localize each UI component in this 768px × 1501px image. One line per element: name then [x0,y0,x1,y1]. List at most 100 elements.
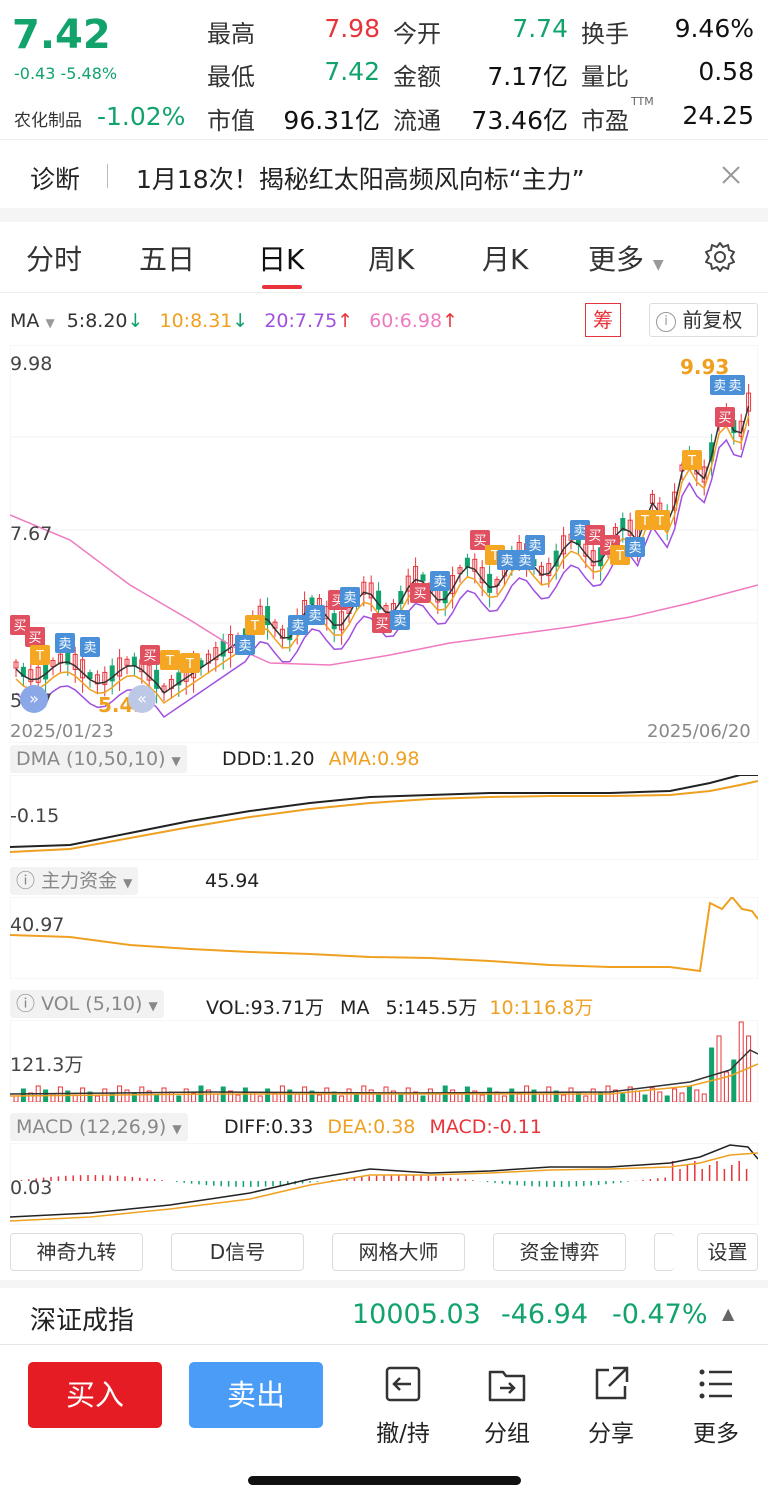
signal-badge-label: T [655,514,664,529]
dma-chart: -0.15 [10,775,758,860]
signal-badge [340,587,360,607]
dma-indicator-selector[interactable]: DMA (10,50,10) ▼ [10,745,187,773]
signal-badge [650,510,670,530]
volume-bar [28,1092,34,1102]
volume-bar [679,1092,685,1102]
candle-body [746,392,752,412]
nav-cancel-hold[interactable]: 撤/持 [363,1362,443,1448]
volume-bar [287,1089,293,1102]
vol-indicator-selector[interactable]: ⓘ VOL (5,10) ▼ [10,990,164,1018]
stat-label: 市值 [207,107,255,135]
dma-axis-label: -0.15 [10,805,60,827]
caret-down-icon: ▼ [172,1122,182,1136]
up-arrow-icon: ↑ [337,310,354,332]
candle-body [405,575,411,592]
volume-bar [205,1089,211,1102]
macd-values: DIFF:0.33 DEA:0.38 MACD:-0.11 [224,1116,542,1138]
volume-bar [294,1093,300,1102]
nav-share[interactable]: 分享 [571,1362,651,1448]
close-icon[interactable] [718,162,744,188]
caret-down-icon: ▼ [171,754,181,768]
down-arrow-icon: ↓ [127,310,144,332]
tab-five-day[interactable]: 五日 [139,243,196,276]
signal-badge-label: 买 [473,534,486,549]
volume-bar [657,1091,663,1102]
candle-body [472,558,478,572]
nav-more[interactable]: 更多 [676,1362,756,1448]
buy-button[interactable]: 买入 [28,1362,162,1428]
stat-value: 7.98 [324,14,380,43]
tab-daily-k[interactable]: 日K [258,243,305,276]
stat-label: 量比 [581,63,629,91]
ma10-value: 10:8.31 [159,310,233,332]
volume-bar [501,1095,507,1102]
index-ticker-bar[interactable]: 深证成指 10005.03 -46.94 -0.47% ▲ [0,1288,768,1344]
candle-body [109,665,115,682]
dma-values: DDD:1.20 AMA:0.98 [222,748,419,770]
tool-magic-nine[interactable]: 神奇九转 [10,1233,143,1271]
ma-label[interactable]: MA [10,310,40,332]
volume-bar [316,1094,322,1102]
volume-bar [124,1089,130,1102]
volume-bar [635,1090,641,1102]
ma-line [15,415,750,705]
volume-bar [265,1088,271,1102]
sell-button[interactable]: 卖出 [189,1362,323,1428]
stat-value: 73.46亿 [471,106,568,135]
rewind-icon[interactable]: « [128,685,156,713]
tool-capital-game[interactable]: 资金博弈 [493,1233,626,1271]
index-value: 10005.03 [352,1299,481,1330]
fast-forward-icon[interactable]: » [20,685,48,713]
tab-weekly-k[interactable]: 周K [368,243,415,276]
macd-dea-line [10,1152,758,1222]
tool-more-hidden[interactable] [654,1233,674,1271]
price-axis-mid: 7.67 [10,523,53,545]
candle-body [176,672,182,686]
diagnosis-text[interactable]: 1月18次！揭秘红太阳高频风向标“主力” [136,165,585,194]
volume-bar [457,1093,463,1102]
price-change: -0.43 [14,64,56,83]
macd-indicator-selector[interactable]: MACD (12,26,9) ▼ [10,1113,188,1141]
adjust-mode-button[interactable]: i 前复权 [649,303,758,337]
signal-badge-label: 卖 [518,554,531,569]
tool-d-signal[interactable]: D信号 [171,1233,304,1271]
signal-badge [682,450,702,470]
macd-axis-label: 0.03 [10,1177,53,1199]
tab-intraday[interactable]: 分时 [26,243,83,276]
sector-name[interactable]: 农化制品 [14,111,82,131]
volume-bar [427,1088,433,1102]
volume-bar [672,1088,678,1102]
signal-badge-label: 卖 [291,619,304,634]
index-pct: -0.47% [612,1299,708,1330]
stat-value: 0.58 [698,57,754,86]
macd-diff: DIFF:0.33 [224,1116,314,1138]
tab-monthly-k[interactable]: 月K [482,243,529,276]
nav-group[interactable]: 分组 [467,1362,547,1448]
capital-indicator-selector[interactable]: ⓘ 主力资金 ▼ [10,867,139,895]
price-change-pct: -5.48% [60,64,118,83]
volume-bar [583,1095,589,1102]
caret-down-icon[interactable]: ▼ [45,316,55,330]
tool-settings[interactable]: 设置 [697,1233,758,1271]
caret-up-icon[interactable]: ▲ [722,1304,735,1323]
volume-bar [590,1088,596,1102]
signal-badge [25,627,45,647]
settings-gear-icon[interactable] [703,240,737,274]
vol-ma10: 10:116.8万 [489,997,594,1019]
diagnosis-bar[interactable]: 诊断 1月18次！揭秘红太阳高频风向标“主力” [0,142,768,208]
capital-value: 45.94 [205,870,260,892]
candle-body [146,664,152,681]
tab-more[interactable]: 更多 ▼ [588,238,664,278]
vol-axis-label: 121.3万 [10,1054,84,1076]
signal-badge-label: 卖 [393,614,406,629]
caret-down-icon: ▼ [148,999,158,1013]
stat-label: 最低 [207,63,255,91]
candle-body [35,666,41,683]
volume-bar [87,1091,93,1102]
price-axis-high: 9.98 [10,353,53,375]
volume-bar [620,1093,626,1102]
signal-badge [625,537,645,557]
tool-grid-master[interactable]: 网格大师 [332,1233,465,1271]
chip-distribution-button[interactable]: 筹 [585,303,621,337]
